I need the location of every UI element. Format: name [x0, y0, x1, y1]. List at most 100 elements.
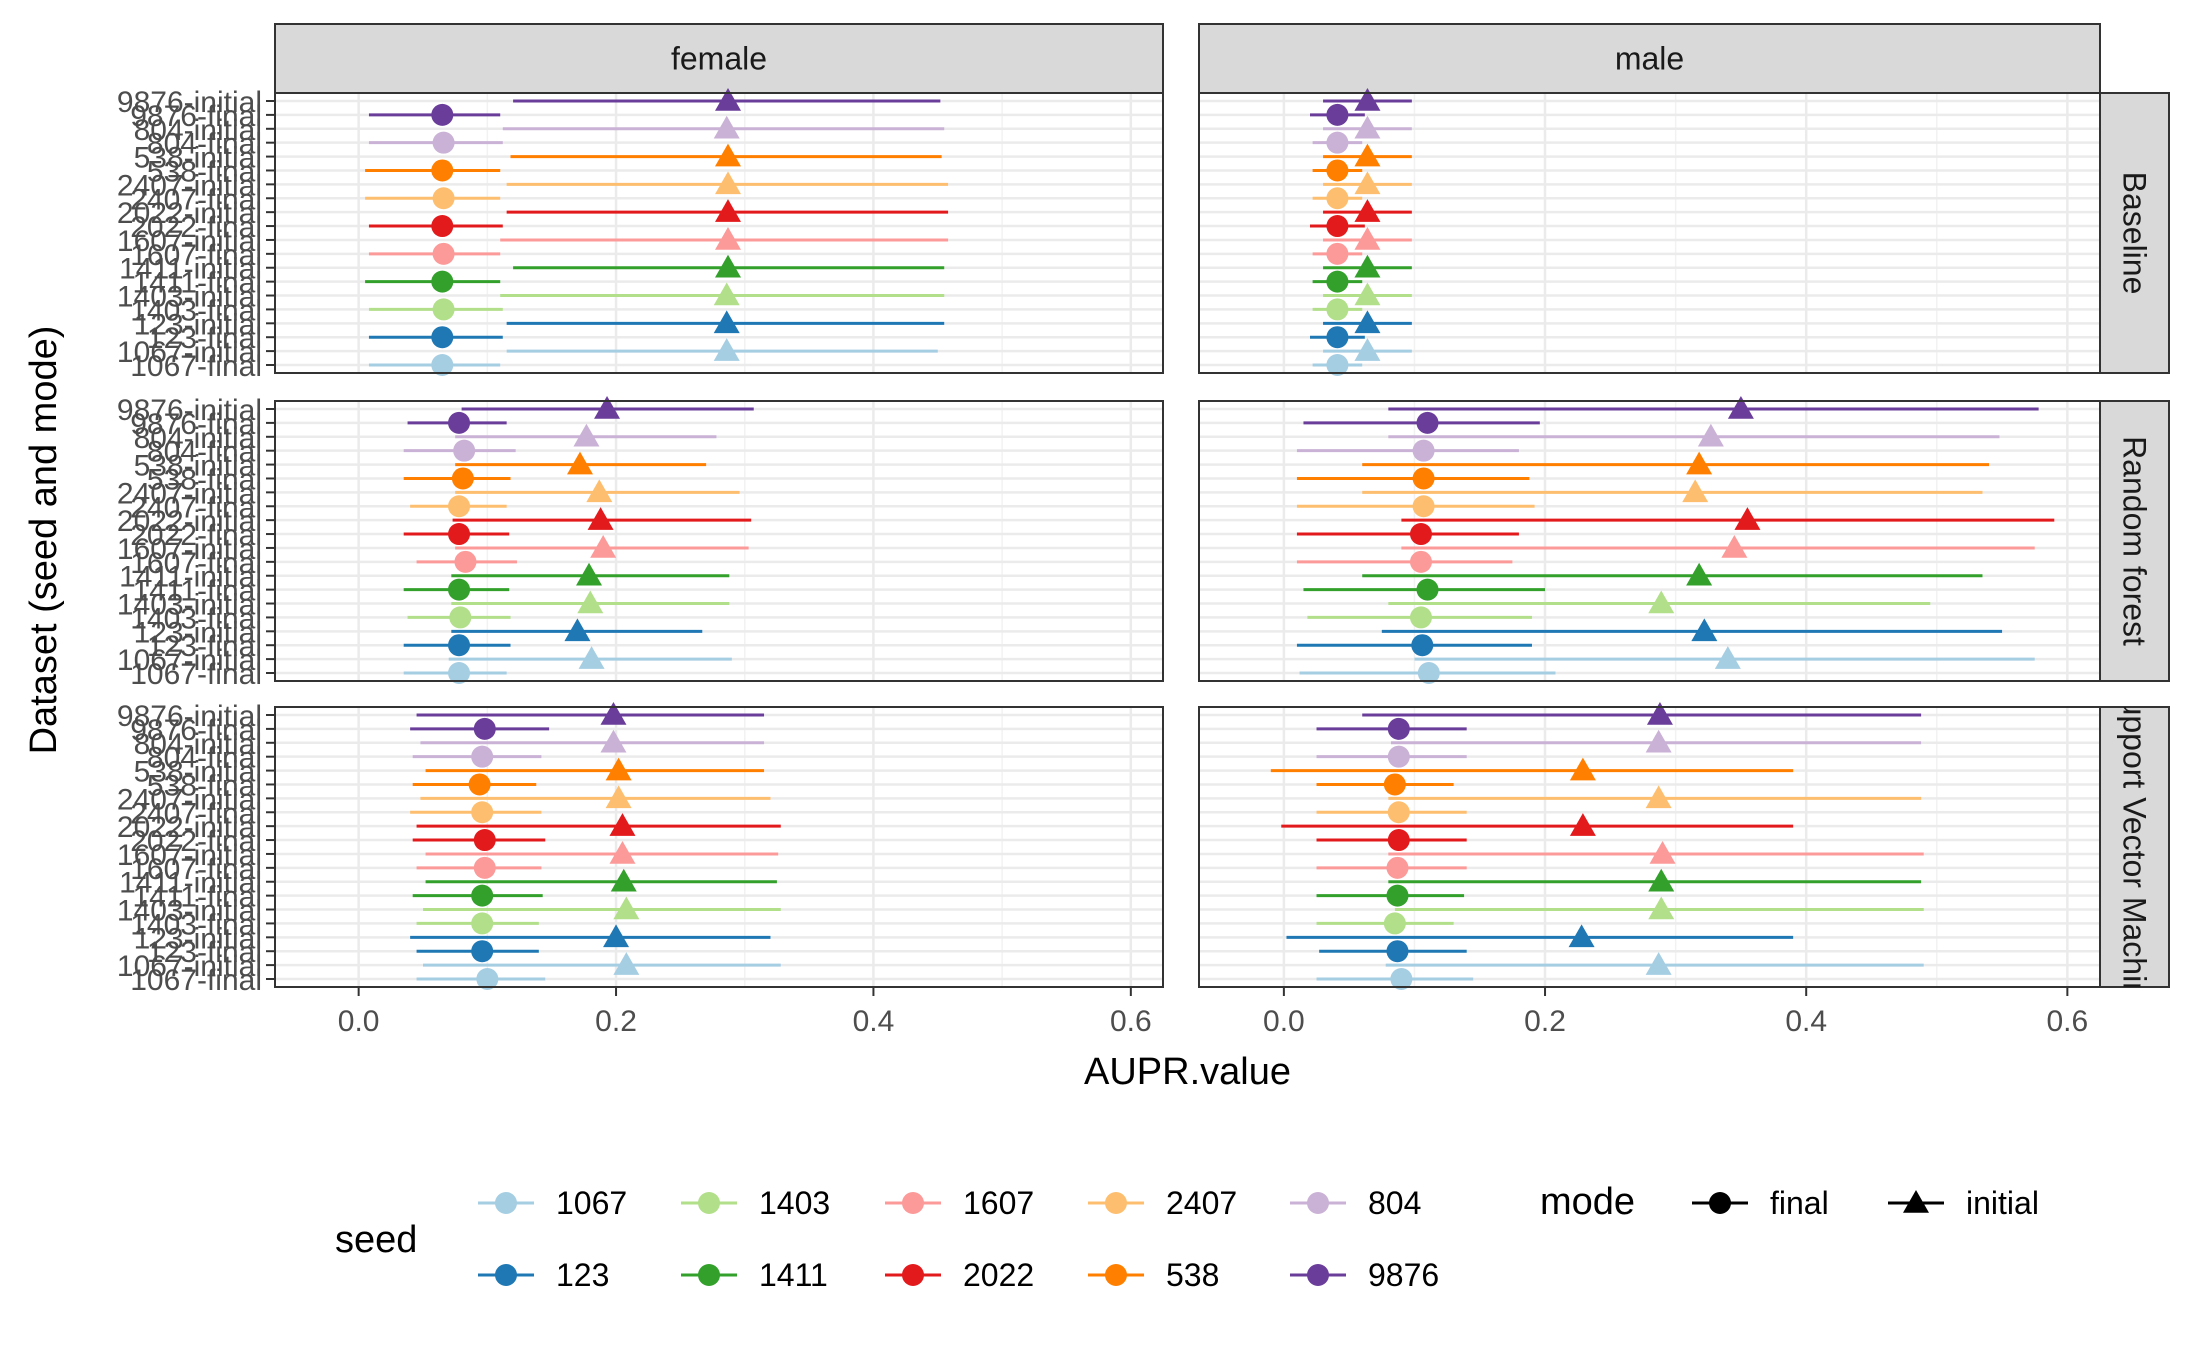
y-tick-label: 1403-final	[130, 294, 262, 327]
legend-seed-key-123	[495, 1264, 517, 1286]
y-axis-title: Dataset (seed and mode)	[23, 326, 65, 755]
point-2022-final	[1326, 215, 1349, 238]
y-tick-label: 2407-initial	[117, 477, 262, 510]
legend-seed-label-1411: 1411	[759, 1257, 828, 1293]
point-538-initial	[1354, 143, 1381, 167]
y-tick-label: 1607-final	[130, 239, 262, 272]
point-1067-initial	[1645, 952, 1672, 975]
point-538-initial	[715, 143, 742, 167]
y-tick-label: 9876-final	[130, 714, 262, 747]
point-2022-final	[473, 829, 496, 852]
facet-row-label-group: Support Vector Machine	[2117, 676, 2153, 1018]
point-1067-final	[448, 662, 471, 684]
point-1403-final	[432, 298, 455, 321]
point-1403-initial	[713, 282, 740, 306]
legend-seed-key-2407	[1105, 1192, 1127, 1214]
point-123-final	[1326, 326, 1349, 349]
y-tick-label: 538-initial	[134, 756, 262, 789]
y-tick-label: 2022-final	[130, 825, 262, 858]
point-123-final	[431, 326, 454, 349]
point-1403-final	[471, 912, 494, 935]
panel-border	[274, 706, 1164, 988]
facet-row-label: Support Vector Machine	[2117, 676, 2153, 1018]
point-804-final	[1412, 439, 1435, 462]
point-2022-initial	[1354, 199, 1381, 222]
y-tick-label: 1411-initial	[119, 561, 262, 594]
y-tick-label: 804-initial	[134, 114, 262, 147]
point-804-initial	[1354, 115, 1381, 139]
y-tick-label: 1067-initial	[117, 336, 262, 369]
point-804-initial	[573, 423, 600, 447]
point-2407-initial	[715, 171, 742, 195]
y-tick-label: 1067-initial	[117, 950, 262, 983]
point-9876-final	[1387, 717, 1410, 740]
point-9876-final	[1326, 103, 1349, 126]
point-2022-final	[1387, 829, 1410, 852]
point-1607-final	[1409, 550, 1432, 573]
point-538-final	[431, 159, 454, 182]
y-tick-label: 1411-final	[132, 881, 262, 914]
legend-seed-label-804: 804	[1368, 1185, 1421, 1221]
point-123-initial	[564, 618, 591, 642]
facet-strip-female	[274, 23, 1164, 94]
x-tick-label: 0.6	[1110, 1005, 1152, 1038]
legend-seed-label-2022: 2022	[963, 1257, 1034, 1293]
point-804-final	[1387, 745, 1410, 768]
y-tick-label: 1411-final	[132, 267, 262, 300]
y-tick-label: 1403-initial	[117, 895, 262, 928]
point-2407-initial	[586, 479, 613, 503]
legend-seed-label-9876: 9876	[1368, 1257, 1439, 1293]
point-1067-final	[1417, 662, 1440, 684]
point-1411-initial	[715, 254, 742, 278]
point-538-initial	[605, 757, 632, 781]
y-tick-label: 1607-final	[130, 853, 262, 886]
point-123-initial	[713, 310, 740, 334]
y-tick-label: 804-initial	[134, 422, 262, 455]
point-123-final	[1386, 940, 1409, 963]
point-2407-final	[448, 495, 471, 518]
point-123-initial	[1691, 618, 1718, 642]
point-1607-final	[1326, 242, 1349, 265]
point-1607-final	[454, 550, 477, 573]
point-804-final	[432, 131, 455, 154]
x-tick-label: 0.6	[2046, 1005, 2088, 1038]
point-1411-initial	[1354, 254, 1381, 278]
point-123-initial	[603, 924, 630, 948]
legend-seed-key-538	[1105, 1264, 1127, 1286]
point-9876-initial	[1646, 702, 1673, 725]
y-tick-label: 1607-initial	[117, 533, 262, 566]
y-tick-label: 1067-final	[130, 658, 262, 691]
y-tick-label: 123-initial	[134, 616, 262, 649]
point-2407-final	[1387, 801, 1410, 824]
point-1067-initial	[613, 952, 640, 975]
point-9876-final	[1416, 411, 1439, 434]
point-804-final	[471, 745, 494, 768]
point-2407-final	[1412, 495, 1435, 518]
panel-male-2: 0.0 0.2 0.4 0.6	[1198, 702, 2101, 1038]
facet-strip-row-1	[2099, 400, 2170, 682]
point-2407-initial	[605, 785, 632, 809]
point-1067-final	[431, 354, 454, 376]
legend-mode-key-initial	[1903, 1190, 1929, 1213]
point-2022-final	[1409, 523, 1432, 546]
facet-strip-row-0	[2099, 92, 2170, 374]
legend-seed-key-9876	[1307, 1264, 1329, 1286]
y-tick-label: 9876-final	[130, 100, 262, 133]
facet-strip-row-2	[2099, 706, 2170, 988]
panel-border	[274, 92, 1164, 374]
y-tick-label: 804-initial	[134, 728, 262, 761]
legend-seed-label-123: 123	[556, 1257, 609, 1293]
point-538-initial	[1569, 757, 1596, 781]
facet-label-male: male	[1615, 41, 1684, 77]
point-123-initial	[1568, 924, 1595, 948]
y-tick-label: 1411-final	[132, 575, 262, 608]
legend-mode-label-initial: initial	[1966, 1185, 2039, 1221]
y-tick-label: 538-final	[147, 155, 262, 188]
point-1411-final	[471, 884, 494, 907]
point-1403-initial	[613, 896, 640, 920]
point-1607-initial	[609, 840, 636, 864]
point-2022-initial	[1734, 507, 1761, 530]
point-123-final	[1411, 634, 1434, 657]
facet-row-label-group: Random forest	[2117, 436, 2153, 646]
point-2022-initial	[715, 199, 742, 222]
